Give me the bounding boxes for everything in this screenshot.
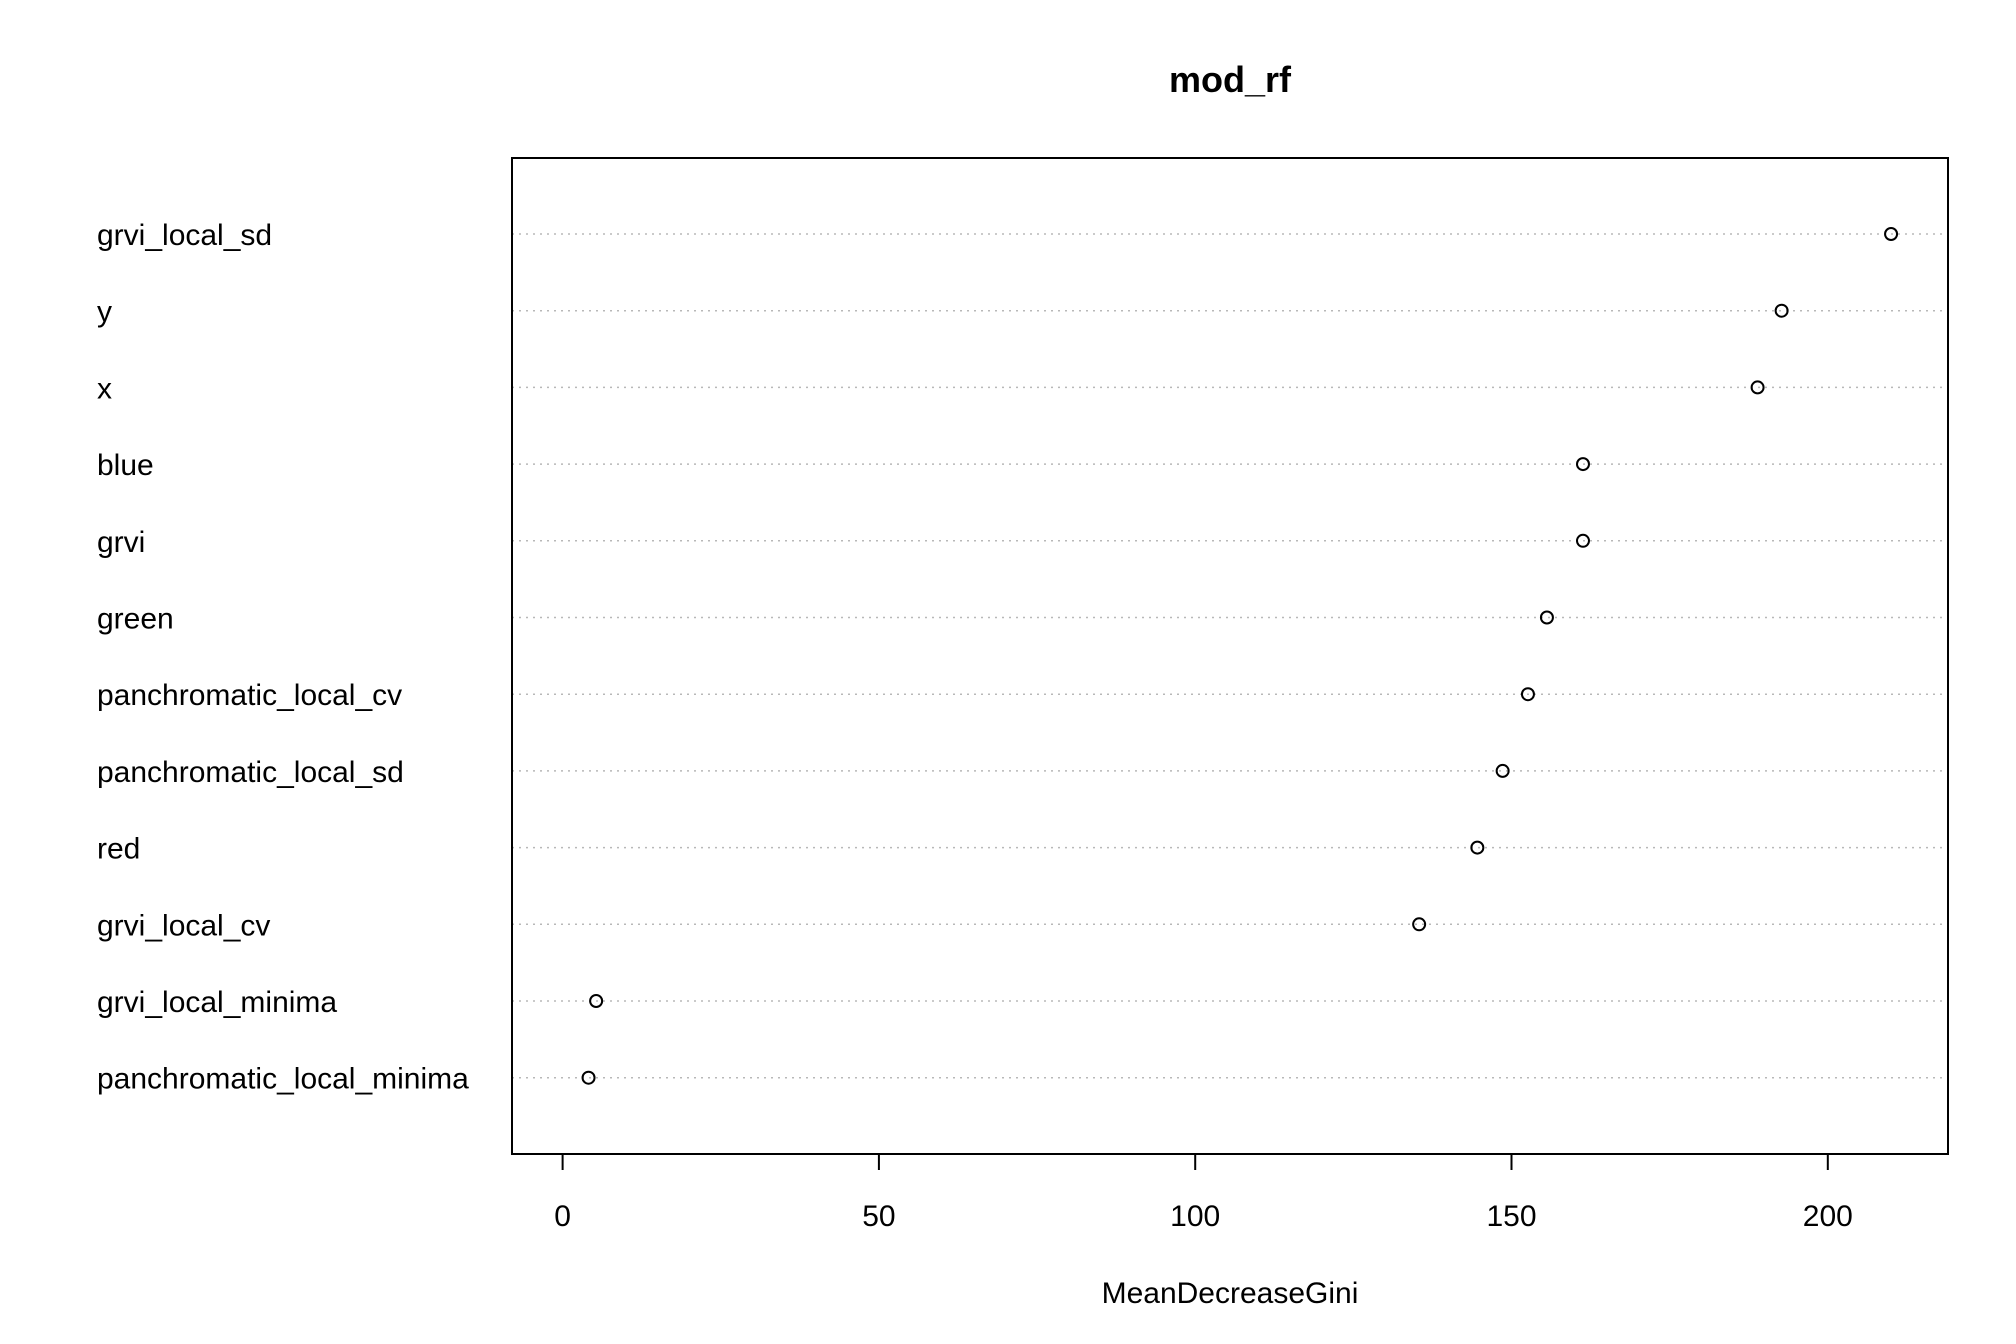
category-label: red: [97, 833, 140, 866]
data-point: [1750, 380, 1765, 395]
category-label: grvi_local_minima: [97, 986, 337, 1019]
category-label: grvi_local_cv: [97, 909, 270, 942]
category-label: grvi: [97, 526, 145, 559]
grid-lines: [512, 233, 1948, 1079]
category-label: panchromatic_local_sd: [97, 756, 404, 789]
data-point: [1575, 533, 1590, 548]
data-point: [1575, 457, 1590, 472]
data-point: [1470, 840, 1485, 855]
plot-frame: [511, 157, 1949, 1155]
data-point: [1774, 303, 1789, 318]
data-point: [1520, 687, 1535, 702]
chart-title: mod_rf: [1169, 59, 1292, 100]
data-point: [1495, 763, 1510, 778]
x-tick-label: 150: [1486, 1200, 1536, 1233]
category-label: green: [97, 603, 174, 636]
category-label: panchromatic_local_minima: [97, 1063, 469, 1096]
category-label: y: [97, 296, 112, 329]
category-label: blue: [97, 449, 154, 482]
x-tick-label: 0: [554, 1200, 571, 1233]
data-point: [581, 1070, 596, 1085]
data-point: [1412, 917, 1427, 932]
x-tick-label: 50: [862, 1200, 895, 1233]
data-point: [1539, 610, 1554, 625]
category-label: grvi_local_sd: [97, 219, 272, 252]
x-axis: 0 50 100 150 200: [554, 1153, 1853, 1233]
x-axis-label: MeanDecreaseGini: [1102, 1277, 1359, 1310]
category-label: x: [97, 372, 112, 405]
x-tick-label: 100: [1170, 1200, 1220, 1233]
data-point: [1884, 227, 1899, 241]
x-tick-label: 200: [1803, 1200, 1853, 1233]
category-label: panchromatic_local_cv: [97, 679, 402, 712]
data-point: [589, 994, 604, 1008]
data-points: [581, 227, 1899, 1085]
category-labels: grvi_local_sdy x blue grvi green panchromatic…: [97, 219, 469, 1096]
